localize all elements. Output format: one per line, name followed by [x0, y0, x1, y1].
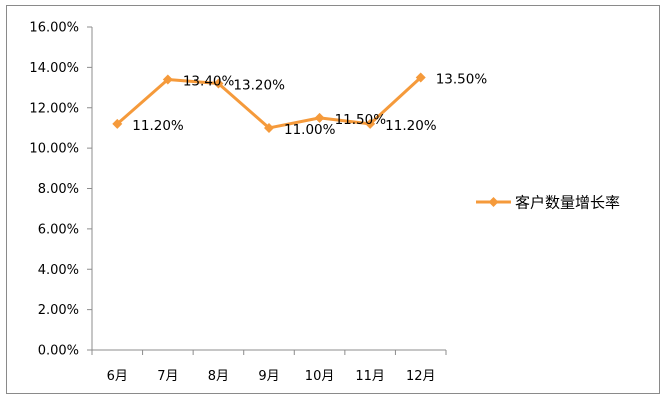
chart-frame — [6, 5, 660, 394]
y-tick-label: 2.00% — [38, 303, 79, 318]
legend: 客户数量增长率 — [476, 194, 620, 212]
legend-swatch-marker — [488, 197, 499, 207]
data-label: 13.50% — [436, 71, 488, 87]
data-label: 13.40% — [183, 73, 235, 89]
x-tick-label: 12月 — [406, 369, 436, 384]
data-point-marker — [112, 118, 123, 129]
data-point-marker — [365, 118, 376, 129]
x-tick-label: 8月 — [208, 369, 229, 384]
data-point-marker — [162, 74, 173, 85]
x-tick-label: 6月 — [107, 369, 128, 384]
y-tick-label: 0.00% — [38, 344, 79, 359]
data-labels: 11.20%13.40% 13.20%11.00%11.50% 11.20%13.5… — [132, 71, 487, 137]
legend-label: 客户数量增长率 — [515, 194, 620, 212]
data-label: 11.20% — [132, 118, 184, 134]
x-tick-label: 10月 — [305, 369, 335, 384]
y-tick-label: 16.00% — [29, 21, 79, 36]
x-axis-ticks: 6月 7月 8月 9月 10月 11月 12月 — [91, 350, 447, 384]
y-tick-label: 4.00% — [38, 263, 79, 278]
data-point-marker — [314, 112, 325, 123]
x-tick-label: 9月 — [258, 369, 279, 384]
x-tick-label: 7月 — [157, 369, 178, 384]
y-tick-label: 12.00% — [29, 101, 79, 116]
x-tick-label: 11月 — [355, 369, 385, 384]
y-axis-ticks: 0.00% 2.00% 4.00% 6.00% 8.00% 10.00% 12.00% 14.… — [29, 21, 92, 359]
data-label: 13.20% — [233, 78, 285, 94]
axes — [91, 27, 446, 351]
data-point-marker — [415, 72, 426, 83]
y-tick-label: 8.00% — [38, 182, 79, 197]
data-label: 11.00% — [284, 122, 336, 138]
y-tick-label: 6.00% — [38, 222, 79, 237]
series-layer — [112, 72, 426, 133]
data-label: 11.50% — [335, 112, 387, 128]
data-point-marker — [264, 122, 274, 133]
data-label: 11.20% — [385, 118, 437, 134]
data-point-marker — [213, 78, 224, 89]
y-tick-label: 10.00% — [29, 142, 79, 157]
y-tick-label: 14.00% — [29, 61, 79, 76]
